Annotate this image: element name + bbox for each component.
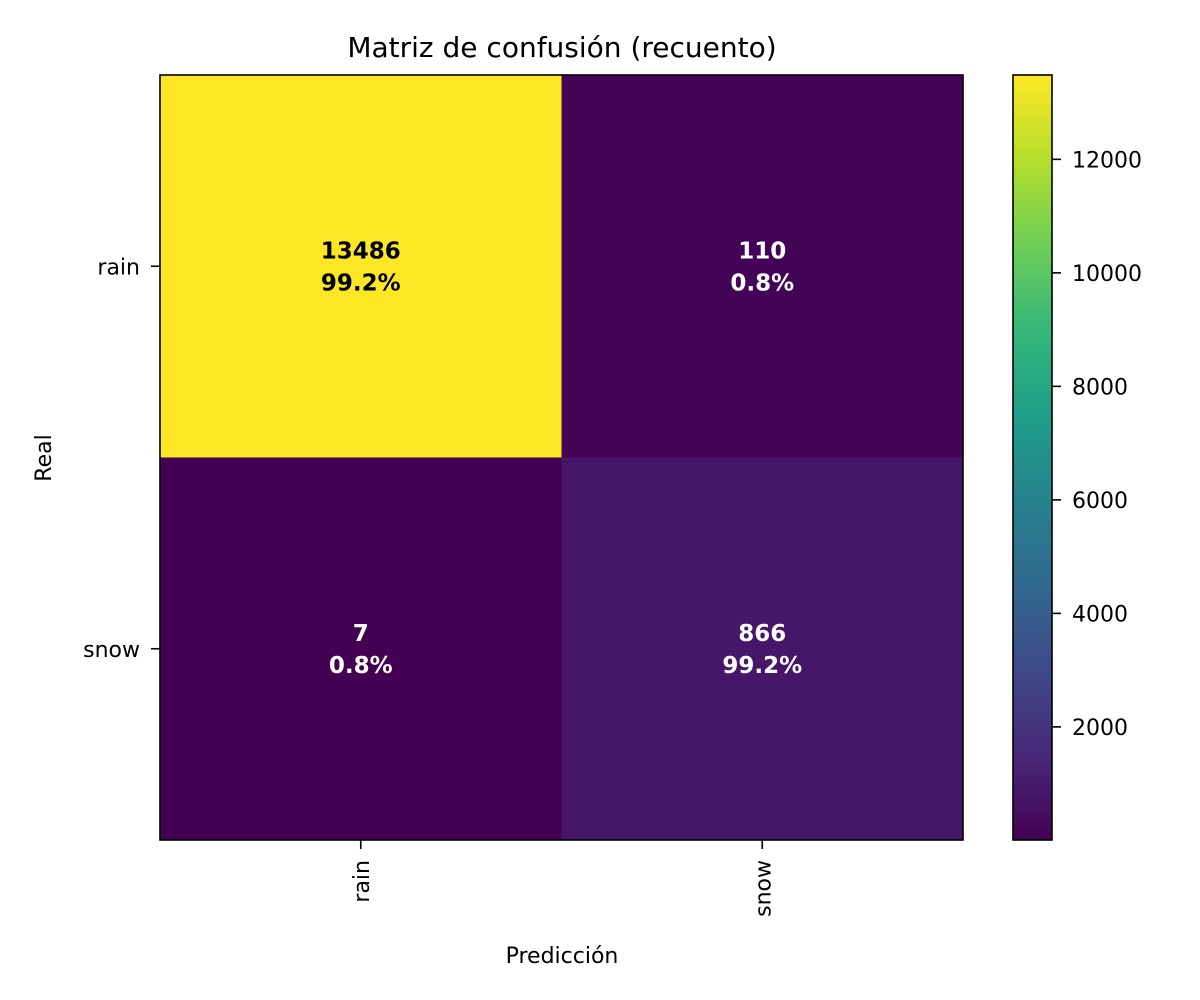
cell-label-snow-rain: 7 0.8%	[329, 621, 393, 679]
x-axis-label: Predicción	[506, 944, 619, 969]
cell-count: 13486	[321, 238, 401, 264]
y-tick-label-snow: snow	[83, 638, 140, 663]
x-tick-label-snow: snow	[751, 860, 776, 917]
heatmap-cell-rain-rain	[160, 75, 562, 458]
colorbar	[1013, 75, 1052, 840]
cell-label-rain-rain: 13486 99.2%	[321, 238, 401, 296]
colorbar-tick-label-10000: 10000	[1072, 262, 1142, 287]
heatmap-cell-rain-snow	[561, 75, 964, 458]
cell-label-rain-snow: 110 0.8%	[730, 238, 794, 296]
axis-ticks: rain snow rain snow	[83, 255, 776, 917]
cell-count: 7	[353, 621, 369, 647]
x-tick-label-rain: rain	[350, 860, 375, 903]
cell-percentage: 0.8%	[329, 653, 393, 679]
cell-count: 866	[738, 621, 786, 647]
colorbar-ticks: 2000 4000 6000 8000 10000 12000	[1052, 148, 1142, 741]
cell-percentage: 99.2%	[722, 653, 802, 679]
colorbar-tick-label-12000: 12000	[1072, 148, 1142, 173]
colorbar-tick-label-4000: 4000	[1072, 602, 1128, 627]
y-axis-label: Real	[32, 434, 57, 481]
colorbar-tick-label-2000: 2000	[1072, 716, 1128, 741]
heatmap-cells: 13486 99.2% 110 0.8% 7 0.8% 866 99.2%	[160, 75, 964, 841]
cell-count: 110	[738, 238, 786, 264]
heatmap-cell-snow-rain	[160, 457, 562, 841]
colorbar-frame	[1012, 74, 1053, 841]
cell-percentage: 0.8%	[730, 270, 794, 296]
colorbar-tick-label-8000: 8000	[1072, 375, 1128, 400]
heatmap-cell-snow-snow	[561, 457, 964, 841]
cell-percentage: 99.2%	[321, 270, 401, 296]
cell-label-snow-snow: 866 99.2%	[722, 621, 802, 679]
colorbar-tick-label-6000: 6000	[1072, 489, 1128, 514]
chart-title: Matriz de confusión (recuento)	[347, 31, 776, 64]
plot-frame	[159, 74, 964, 841]
y-tick-label-rain: rain	[97, 255, 140, 280]
